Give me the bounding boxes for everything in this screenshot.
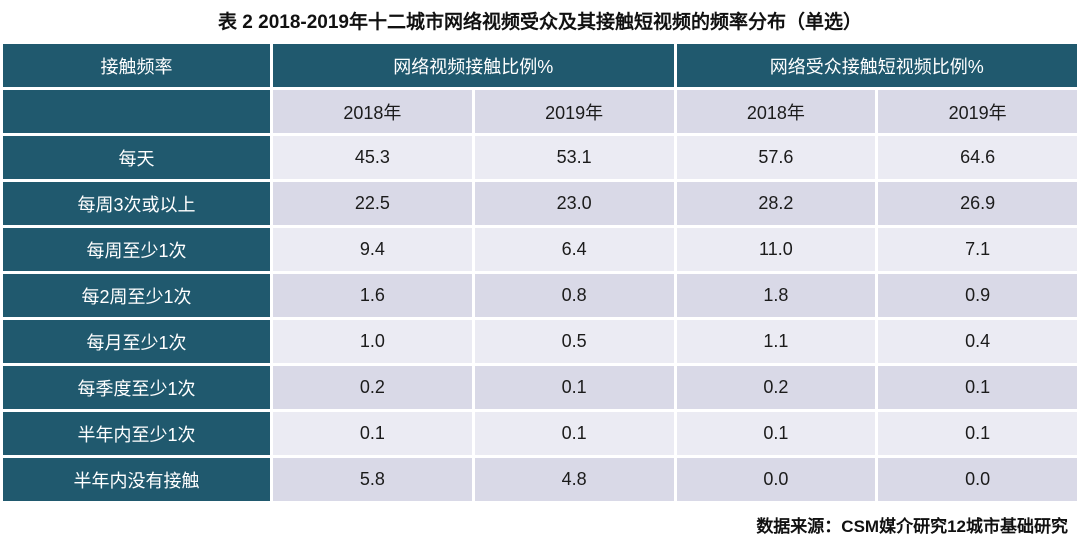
value-cell: 26.9 (878, 182, 1077, 225)
row-label-cell: 每2周至少1次 (3, 274, 270, 317)
table-row: 每季度至少1次 0.2 0.1 0.2 0.1 (3, 366, 1077, 409)
year-header-spacer-cell (3, 90, 270, 133)
row-label-cell: 半年内至少1次 (3, 412, 270, 455)
value-cell: 22.5 (273, 182, 472, 225)
table-row: 每2周至少1次 1.6 0.8 1.8 0.9 (3, 274, 1077, 317)
value-cell: 7.1 (878, 228, 1077, 271)
table-row: 每周3次或以上 22.5 23.0 28.2 26.9 (3, 182, 1077, 225)
year-header-cell: 2018年 (273, 90, 472, 133)
value-cell: 0.0 (676, 458, 876, 501)
row-label-cell: 每月至少1次 (3, 320, 270, 363)
year-header-cell: 2019年 (878, 90, 1077, 133)
value-cell: 0.1 (474, 366, 674, 409)
year-header-row: 2018年 2019年 2018年 2019年 (3, 90, 1077, 133)
value-cell: 28.2 (676, 182, 876, 225)
value-cell: 0.1 (474, 412, 674, 455)
value-cell: 0.1 (676, 412, 876, 455)
value-cell: 45.3 (273, 136, 472, 179)
group-header-row: 接触频率 网络视频接触比例% 网络受众接触短视频比例% (3, 44, 1077, 87)
value-cell: 0.4 (878, 320, 1077, 363)
row-label-cell: 每季度至少1次 (3, 366, 270, 409)
value-cell: 23.0 (474, 182, 674, 225)
table-row: 半年内至少1次 0.1 0.1 0.1 0.1 (3, 412, 1077, 455)
value-cell: 57.6 (676, 136, 876, 179)
year-header-cell: 2019年 (474, 90, 674, 133)
value-cell: 4.8 (474, 458, 674, 501)
value-cell: 0.1 (878, 412, 1077, 455)
value-cell: 9.4 (273, 228, 472, 271)
data-source: 数据来源：CSM媒介研究12城市基础研究 (756, 517, 1068, 536)
value-cell: 0.0 (878, 458, 1077, 501)
value-cell: 1.0 (273, 320, 472, 363)
value-cell: 0.9 (878, 274, 1077, 317)
table-row: 每周至少1次 9.4 6.4 11.0 7.1 (3, 228, 1077, 271)
group-header-short-video: 网络受众接触短视频比例% (676, 44, 1077, 87)
table-row: 每月至少1次 1.0 0.5 1.1 0.4 (3, 320, 1077, 363)
value-cell: 6.4 (474, 228, 674, 271)
group-header-online-video: 网络视频接触比例% (273, 44, 674, 87)
value-cell: 5.8 (273, 458, 472, 501)
row-label-cell: 半年内没有接触 (3, 458, 270, 501)
value-cell: 1.6 (273, 274, 472, 317)
value-cell: 11.0 (676, 228, 876, 271)
corner-header-cell: 接触频率 (3, 44, 270, 87)
frequency-table: 接触频率 网络视频接触比例% 网络受众接触短视频比例% 2018年 2019年 … (0, 41, 1080, 504)
row-label-cell: 每周至少1次 (3, 228, 270, 271)
value-cell: 0.8 (474, 274, 674, 317)
row-label-cell: 每天 (3, 136, 270, 179)
value-cell: 53.1 (474, 136, 674, 179)
value-cell: 0.5 (474, 320, 674, 363)
value-cell: 64.6 (878, 136, 1077, 179)
table-row: 每天 45.3 53.1 57.6 64.6 (3, 136, 1077, 179)
value-cell: 0.1 (273, 412, 472, 455)
value-cell: 0.1 (878, 366, 1077, 409)
table-title: 表 2 2018-2019年十二城市网络视频受众及其接触短视频的频率分布（单选） (218, 12, 862, 33)
value-cell: 0.2 (273, 366, 472, 409)
year-header-cell: 2018年 (676, 90, 876, 133)
value-cell: 0.2 (676, 366, 876, 409)
row-label-cell: 每周3次或以上 (3, 182, 270, 225)
value-cell: 1.8 (676, 274, 876, 317)
table-row: 半年内没有接触 5.8 4.8 0.0 0.0 (3, 458, 1077, 501)
value-cell: 1.1 (676, 320, 876, 363)
